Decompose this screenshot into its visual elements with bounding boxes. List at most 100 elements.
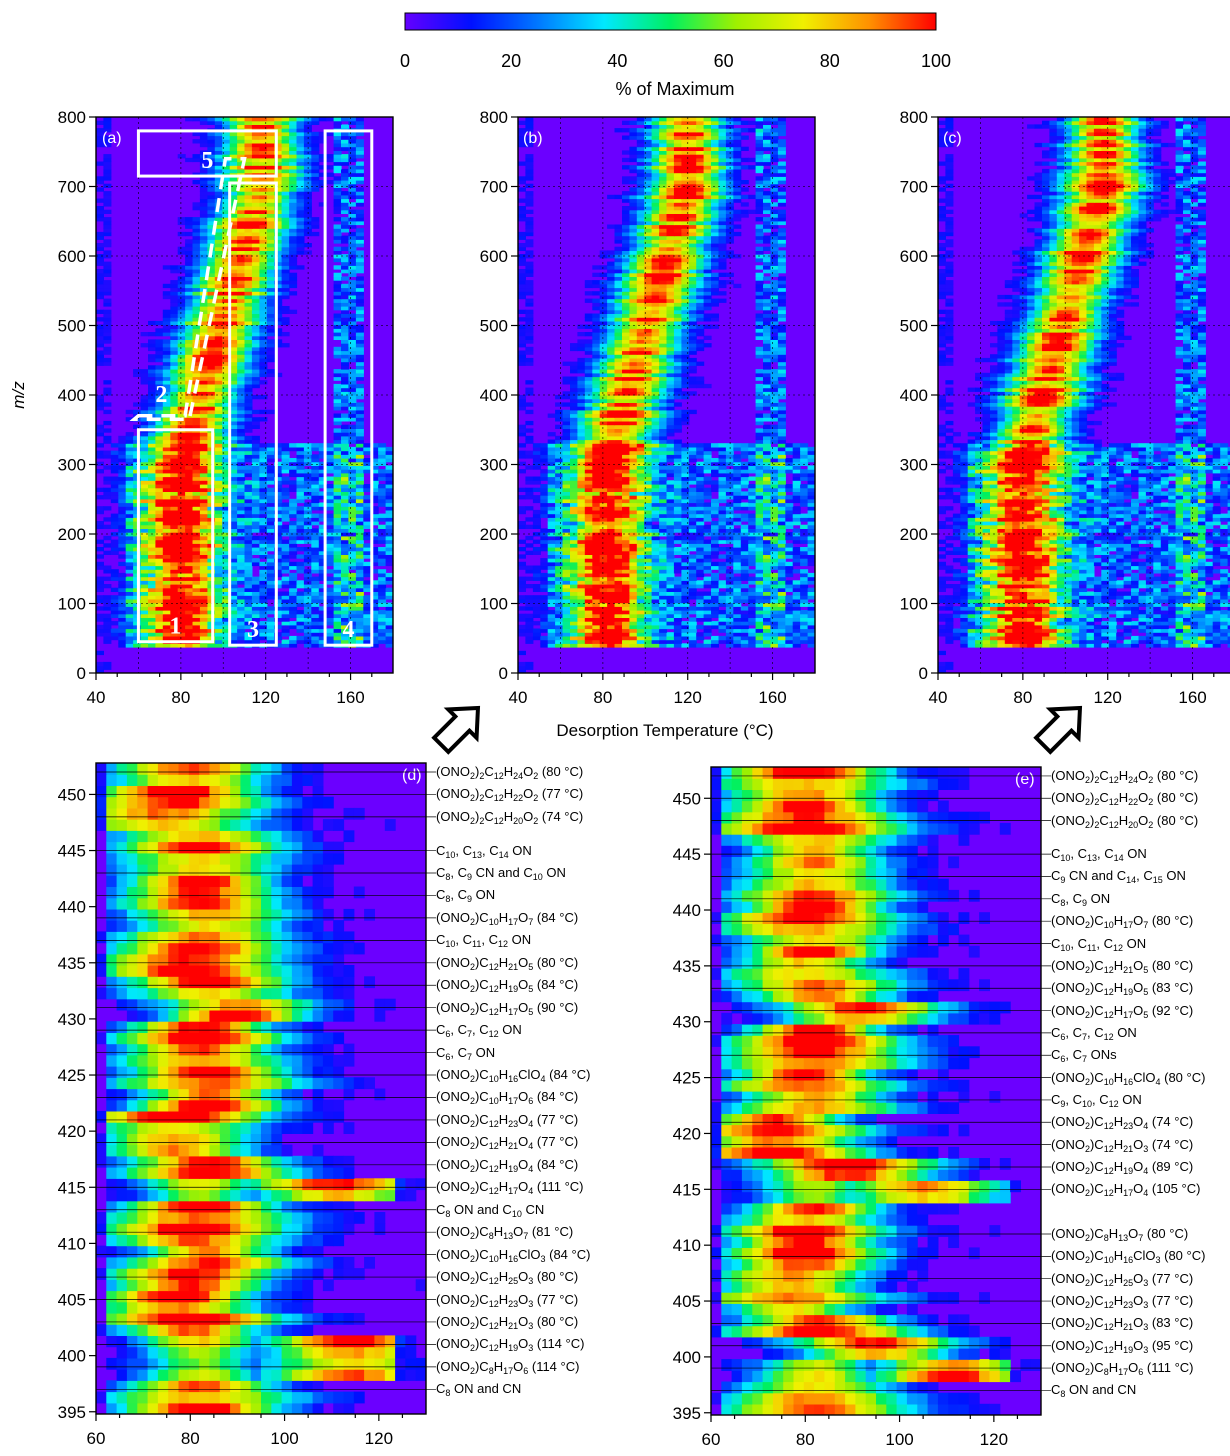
- heatmap-cell: [770, 617, 779, 622]
- heatmap-cell: [333, 194, 342, 200]
- heatmap-cell: [214, 265, 223, 270]
- heatmap-cell: [199, 154, 208, 159]
- heatmap-cell: [740, 572, 749, 578]
- heatmap-cell: [659, 639, 668, 644]
- heatmap-cell: [222, 361, 231, 366]
- heatmap-cell: [192, 287, 201, 292]
- heatmap-cell: [259, 224, 268, 229]
- heatmap-cell: [540, 610, 549, 615]
- heatmap-cell: [251, 484, 260, 489]
- heatmap-cell: [378, 617, 387, 622]
- heatmap-cell: [251, 280, 260, 285]
- heatmap-cell: [355, 524, 364, 529]
- heatmap-cell: [251, 524, 260, 529]
- heatmap-cell: [192, 180, 201, 185]
- heatmap-cell: [303, 617, 312, 622]
- heatmap-cell: [296, 128, 305, 133]
- heatmap-cell: [274, 643, 283, 648]
- heatmap-cell: [540, 606, 549, 611]
- heatmap-cell: [348, 521, 357, 526]
- heatmap-cell: [237, 361, 246, 366]
- heatmap-cell: [185, 480, 194, 485]
- heatmap-cell: [333, 513, 342, 518]
- heatmap-cell: [185, 217, 194, 222]
- heatmap-cell: [140, 446, 149, 452]
- heatmap-cell: [281, 124, 290, 129]
- heatmap-cell: [289, 217, 298, 222]
- heatmap-cell: [311, 231, 320, 237]
- heatmap-cell: [237, 291, 246, 296]
- heatmap-cell: [222, 643, 231, 648]
- heatmap-cell: [237, 146, 246, 151]
- heatmap-cell: [170, 309, 179, 314]
- heatmap-cell: [622, 639, 630, 644]
- heatmap-cell: [378, 502, 387, 507]
- heatmap-cell: [577, 543, 586, 548]
- heatmap-cell: [348, 135, 357, 140]
- heatmap-cell: [274, 135, 283, 140]
- heatmap-cell: [192, 550, 201, 555]
- heatmap-cell: [177, 454, 186, 459]
- heatmap-cell: [792, 561, 801, 567]
- heatmap-cell: [229, 302, 238, 307]
- heatmap-cell: [289, 117, 298, 122]
- heatmap-cell: [244, 491, 253, 496]
- heatmap-cell: [518, 650, 526, 656]
- heatmap-cell: [199, 409, 208, 415]
- heatmap-cell: [281, 157, 290, 163]
- heatmap-cell: [562, 632, 571, 637]
- heatmap-cell: [214, 454, 223, 459]
- heatmap-cell: [140, 576, 149, 581]
- heatmap-cell: [696, 565, 705, 570]
- heatmap-cell: [607, 643, 616, 648]
- heatmap-cell: [222, 294, 231, 300]
- heatmap-cell: [341, 491, 349, 496]
- heatmap-cell: [518, 554, 526, 559]
- heatmap-cell: [570, 595, 578, 600]
- heatmap-cell: [311, 506, 320, 511]
- heatmap-cell: [311, 617, 320, 622]
- heatmap-cell: [296, 187, 305, 192]
- heatmap-cell: [318, 632, 327, 637]
- heatmap-cell: [629, 550, 638, 555]
- heatmap-cell: [296, 506, 305, 511]
- heatmap-cell: [259, 502, 268, 507]
- heatmap-cell: [348, 320, 357, 326]
- heatmap-cell: [363, 517, 372, 522]
- heatmap-cell: [155, 624, 164, 630]
- heatmap-cell: [103, 139, 112, 144]
- heatmap-cell: [532, 547, 541, 552]
- heatmap-cell: [259, 306, 268, 311]
- heatmap-cell: [148, 591, 156, 596]
- heatmap-cell: [148, 354, 156, 359]
- heatmap-cell: [185, 398, 194, 403]
- heatmap-cell: [177, 580, 186, 585]
- heatmap-cell: [289, 180, 298, 185]
- heatmap-cell: [636, 598, 645, 604]
- heatmap-cell: [348, 565, 357, 570]
- heatmap-cell: [177, 250, 186, 255]
- heatmap-cell: [326, 595, 335, 600]
- heatmap-cell: [237, 168, 246, 174]
- heatmap-cell: [170, 346, 179, 352]
- heatmap-cell: [148, 635, 156, 641]
- heatmap-cell: [296, 202, 305, 207]
- heatmap-cell: [740, 632, 749, 637]
- heatmap-cell: [229, 458, 238, 463]
- heatmap-cell: [666, 613, 675, 618]
- heatmap-cell: [229, 406, 238, 411]
- heatmap-cell: [110, 632, 119, 637]
- heatmap-cell: [289, 276, 298, 281]
- heatmap-cell: [192, 317, 201, 322]
- heatmap-cell: [673, 643, 682, 648]
- heatmap-cell: [348, 291, 357, 296]
- heatmap-cell: [148, 376, 156, 381]
- heatmap-cell: [341, 276, 349, 281]
- heatmap-cell: [777, 591, 786, 596]
- heatmap-cell: [237, 139, 246, 144]
- heatmap-cell: [385, 491, 393, 496]
- heatmap-cell: [289, 521, 298, 526]
- heatmap-cell: [592, 576, 601, 581]
- heatmap-cell: [251, 265, 260, 270]
- heatmap-cell: [103, 228, 112, 233]
